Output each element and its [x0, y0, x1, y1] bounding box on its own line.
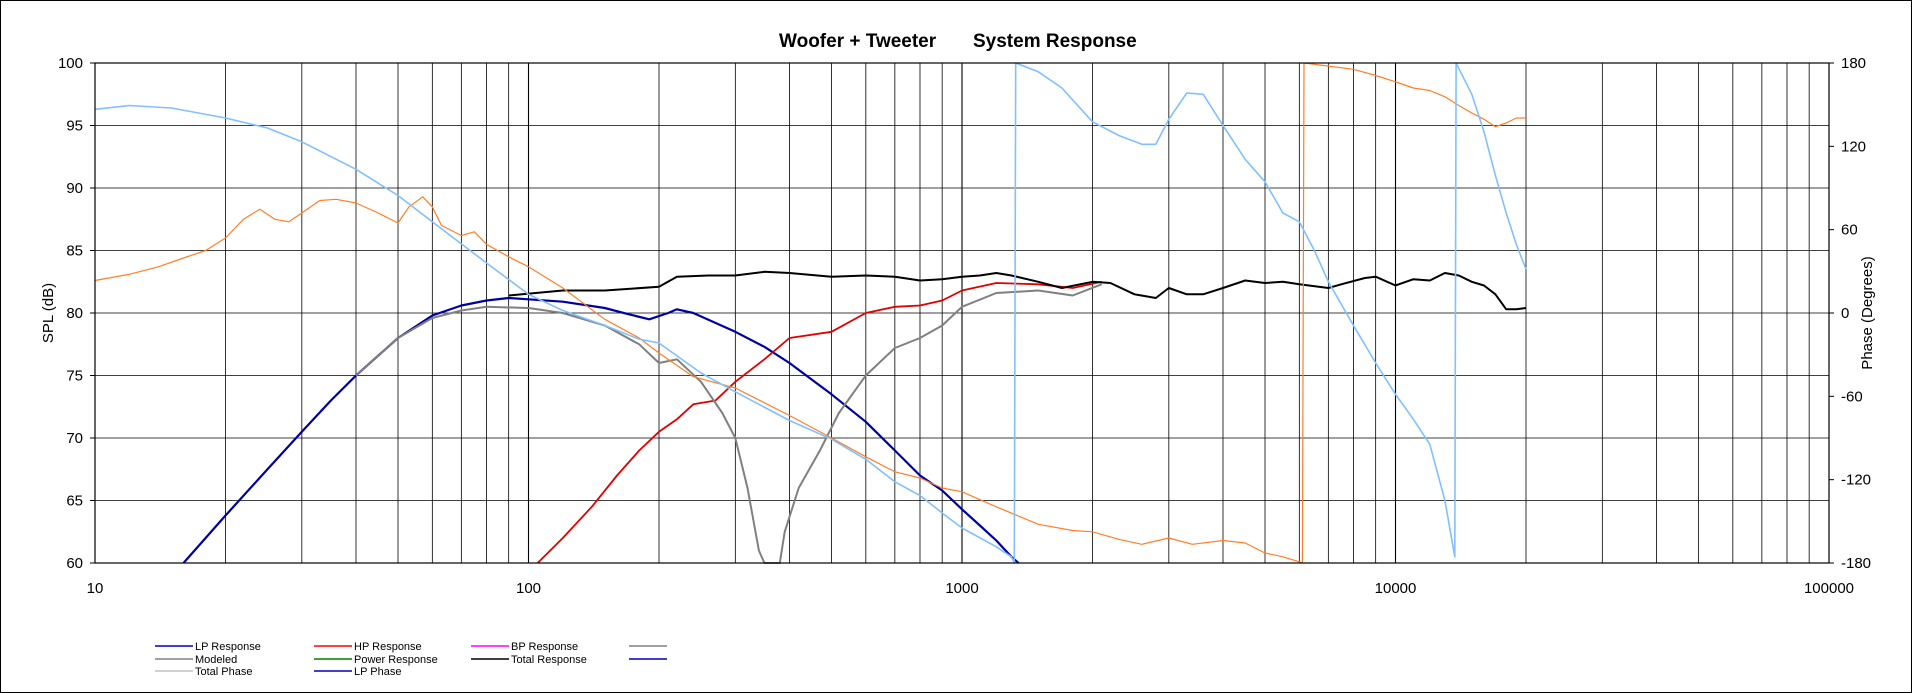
- y2-tick-label: -120: [1841, 472, 1871, 489]
- y-tick-label: 65: [66, 493, 83, 510]
- x-tick-label: 1000: [945, 580, 978, 597]
- legend-label: HP Response: [354, 641, 422, 653]
- chart-title-right: System Response: [973, 31, 1137, 52]
- legend-label: Total Response: [511, 654, 587, 666]
- legend-label: Modeled: [195, 654, 237, 666]
- x-tick-label: 10000: [1375, 580, 1417, 597]
- y-tick-label: 90: [66, 180, 83, 197]
- y-tick-label: 95: [66, 118, 83, 135]
- y-axis-title: SPL (dB): [40, 283, 57, 343]
- y2-tick-label: -60: [1841, 388, 1863, 405]
- x-tick-label: 100000: [1804, 580, 1854, 597]
- y-tick-labels: 60 65 70 75 80 85 90 95 100: [58, 55, 83, 572]
- y2-tick-label: 180: [1841, 55, 1866, 72]
- x-tick-label: 100: [516, 580, 541, 597]
- y-tick-label: 80: [66, 305, 83, 322]
- y2-tick-label: 0: [1841, 305, 1849, 322]
- legend-label: Power Response: [354, 654, 438, 666]
- y2-tick-label: 60: [1841, 222, 1858, 239]
- series-total-line: [508, 270, 1527, 311]
- y-tick-label: 100: [58, 55, 83, 72]
- plot-area-border: [94, 62, 1830, 564]
- x-tick-labels: 10 100 1000 10000 100000: [87, 580, 1854, 597]
- y-tick-label: 85: [66, 243, 83, 260]
- y-tick-label: 75: [66, 368, 83, 385]
- y2-tick-labels: -180 -120 -60 0 60 120 180: [1841, 55, 1871, 572]
- y2-tick-label: -180: [1841, 555, 1871, 572]
- series-hp-line: [537, 280, 1102, 564]
- legend-label: BP Response: [511, 641, 578, 653]
- x-tick-label: 10: [87, 580, 104, 597]
- legend-label: Total Phase: [195, 666, 252, 678]
- y2-tick-label: 120: [1841, 138, 1866, 155]
- series-modeled-line: [355, 283, 1103, 564]
- y-tick-label: 70: [66, 430, 83, 447]
- y2-axis-title: Phase (Degrees): [1859, 256, 1876, 369]
- series-lp-line: [182, 296, 1020, 564]
- series-lp_phase-line: [94, 62, 1527, 564]
- grid: [90, 62, 1834, 564]
- y-tick-label: 60: [66, 555, 83, 572]
- legend: LP Response HP Response BP Response Modeled…: [155, 641, 667, 678]
- legend-label: LP Response: [195, 641, 261, 653]
- chart-title-left: Woofer + Tweeter: [779, 31, 937, 52]
- series-total_phase-line: [94, 62, 1526, 564]
- legend-label: LP Phase: [354, 666, 402, 678]
- series-group: [94, 62, 1527, 564]
